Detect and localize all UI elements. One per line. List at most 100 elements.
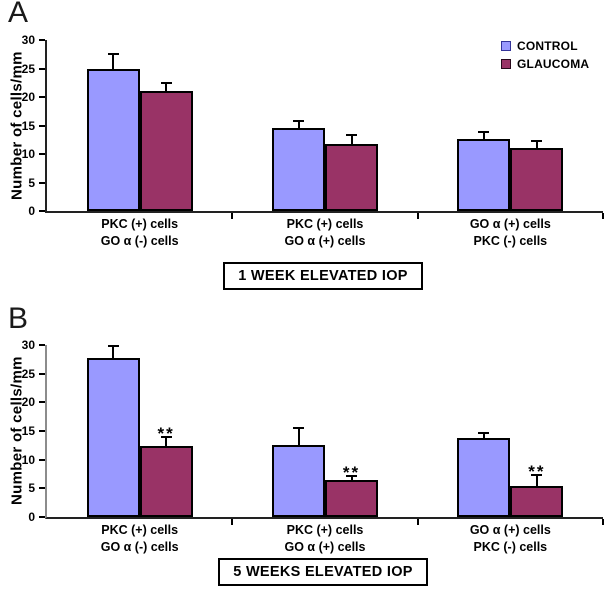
- control-error-bar-cap: [107, 345, 119, 348]
- control-error-bar: [297, 428, 300, 445]
- category-label: PKC (+) cells GO α (+) cells: [232, 522, 417, 555]
- panel-a-letter: A: [8, 0, 29, 29]
- category-label-line: PKC (-) cells: [473, 539, 548, 554]
- control-error-bar-cap: [107, 52, 119, 55]
- legend-item-glaucoma: GLAUCOMA: [501, 56, 590, 71]
- control-error-bar-cap: [293, 119, 304, 122]
- glaucoma-bar: [139, 90, 193, 211]
- legend: CONTROL GLAUCOMA: [501, 39, 589, 75]
- glaucoma-error-bar-cap: [346, 475, 357, 478]
- y-tick-mark: [39, 124, 45, 127]
- glaucoma-error-bar: [350, 136, 353, 144]
- category-label-line: PKC (+) cells: [286, 217, 364, 231]
- control-error-bar: [112, 54, 115, 70]
- y-tick-label: 30: [21, 33, 35, 47]
- y-tick-mark: [39, 344, 45, 346]
- control-error-bar-cap: [293, 426, 304, 429]
- control-swatch-icon: [501, 40, 511, 51]
- category-label-line: GO α (-) cells: [100, 233, 179, 248]
- control-bar: [457, 138, 511, 211]
- glaucoma-error-bar: [535, 142, 538, 149]
- x-tick-mark: [602, 519, 604, 525]
- category-label-line: GO α (+) cells: [284, 233, 366, 248]
- control-bar: [457, 437, 511, 517]
- control-error-bar: [482, 132, 485, 139]
- y-tick-label: 25: [21, 61, 35, 76]
- control-error-bar-cap: [478, 431, 490, 434]
- y-tick-mark: [39, 181, 45, 184]
- category-label-line: GO α (+) cells: [284, 539, 366, 554]
- y-tick-label: 20: [21, 90, 35, 104]
- y-tick-label: 0: [28, 204, 35, 218]
- glaucoma-bar: [510, 148, 564, 211]
- control-error-bar: [482, 433, 485, 438]
- y-tick-label: 20: [21, 395, 35, 410]
- y-tick-label: 10: [21, 452, 35, 467]
- panel-a-caption-row: 1 WEEK ELEVATED IOP: [45, 262, 601, 290]
- glaucoma-error-bar-cap: [346, 134, 357, 137]
- control-bar: [272, 128, 325, 211]
- significance-marker: **: [342, 463, 361, 483]
- control-bar: [86, 69, 140, 211]
- category-label: GO α (+) cells PKC (-) cells: [418, 522, 603, 555]
- panel-b-letter: B: [8, 302, 29, 335]
- category-label: GO α (+) cells PKC (-) cells: [418, 216, 603, 249]
- control-error-bar-cap: [478, 130, 490, 133]
- glaucoma-error-bar-cap: [160, 436, 172, 439]
- x-tick-mark: [231, 519, 234, 525]
- y-tick-label: 5: [28, 175, 35, 190]
- y-tick-label: 25: [21, 366, 35, 381]
- y-tick-mark: [39, 487, 45, 490]
- panel-a-plot-area: 0 5 10 15 20 25 30 PKC (+) cells GO α (-) cells P…: [22, 33, 604, 248]
- y-tick-label: 0: [28, 510, 35, 524]
- panel-b-caption-row: 5 WEEKS ELEVATED IOP: [45, 558, 601, 586]
- y-tick-mark: [39, 401, 45, 404]
- glaucoma-bar: [325, 143, 378, 211]
- y-tick-label: 30: [21, 338, 35, 352]
- y-tick-label: 10: [21, 147, 35, 161]
- control-bar: [272, 444, 325, 517]
- category-label: PKC (+) cells GO α (-) cells: [47, 522, 232, 555]
- panel-b-caption: 5 WEEKS ELEVATED IOP: [218, 558, 428, 586]
- category-label-line: PKC (+) cells: [101, 523, 179, 537]
- y-tick-mark: [39, 96, 45, 98]
- y-tick-mark: [39, 372, 45, 375]
- category-label-line: GO α (-) cells: [100, 539, 179, 554]
- category-label-line: GO α (+) cells: [469, 523, 551, 537]
- glaucoma-error-bar-cap: [531, 140, 543, 143]
- legend-label-control: CONTROL: [517, 38, 578, 53]
- category-label-line: PKC (+) cells: [101, 217, 179, 231]
- y-tick-mark: [39, 430, 45, 432]
- y-tick-label: 15: [21, 118, 35, 133]
- glaucoma-error-bar: [350, 477, 353, 480]
- category-label: PKC (+) cells GO α (-) cells: [47, 216, 232, 249]
- category-label-line: PKC (-) cells: [473, 233, 548, 248]
- glaucoma-error-bar: [535, 476, 538, 487]
- x-tick-mark: [416, 519, 419, 525]
- y-tick-mark: [39, 153, 45, 155]
- significance-marker: **: [528, 462, 546, 482]
- y-tick-label: 5: [28, 481, 35, 496]
- glaucoma-error-bar: [165, 84, 168, 91]
- glaucoma-bar: [139, 446, 193, 517]
- x-tick-mark: [231, 213, 234, 219]
- y-tick-label: 15: [21, 424, 35, 438]
- y-tick-mark: [39, 39, 45, 41]
- glaucoma-bar: [510, 486, 564, 517]
- category-label: PKC (+) cells GO α (+) cells: [232, 216, 417, 249]
- control-error-bar: [297, 121, 300, 129]
- legend-label-glaucoma: GLAUCOMA: [517, 56, 590, 71]
- control-bar: [86, 358, 140, 517]
- y-tick-mark: [39, 516, 45, 518]
- x-tick-mark: [602, 213, 604, 219]
- panel-a-caption: 1 WEEK ELEVATED IOP: [223, 262, 423, 290]
- control-error-bar: [112, 347, 115, 359]
- category-label-line: PKC (+) cells: [286, 523, 364, 537]
- y-tick-mark: [39, 67, 45, 70]
- y-tick-mark: [39, 458, 45, 461]
- glaucoma-bar: [325, 479, 378, 517]
- x-tick-mark: [416, 213, 419, 219]
- glaucoma-error-bar-cap: [160, 82, 172, 85]
- legend-item-control: CONTROL: [501, 38, 589, 53]
- significance-marker: **: [157, 424, 175, 444]
